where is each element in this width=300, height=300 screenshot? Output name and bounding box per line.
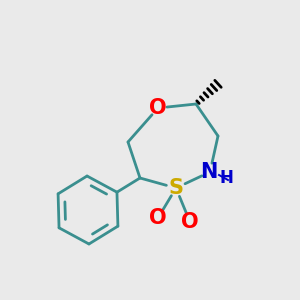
- Text: O: O: [149, 98, 167, 118]
- Text: N: N: [200, 162, 218, 182]
- Text: O: O: [181, 212, 199, 232]
- Text: S: S: [169, 178, 184, 198]
- Text: H: H: [219, 169, 233, 187]
- Text: O: O: [149, 208, 167, 228]
